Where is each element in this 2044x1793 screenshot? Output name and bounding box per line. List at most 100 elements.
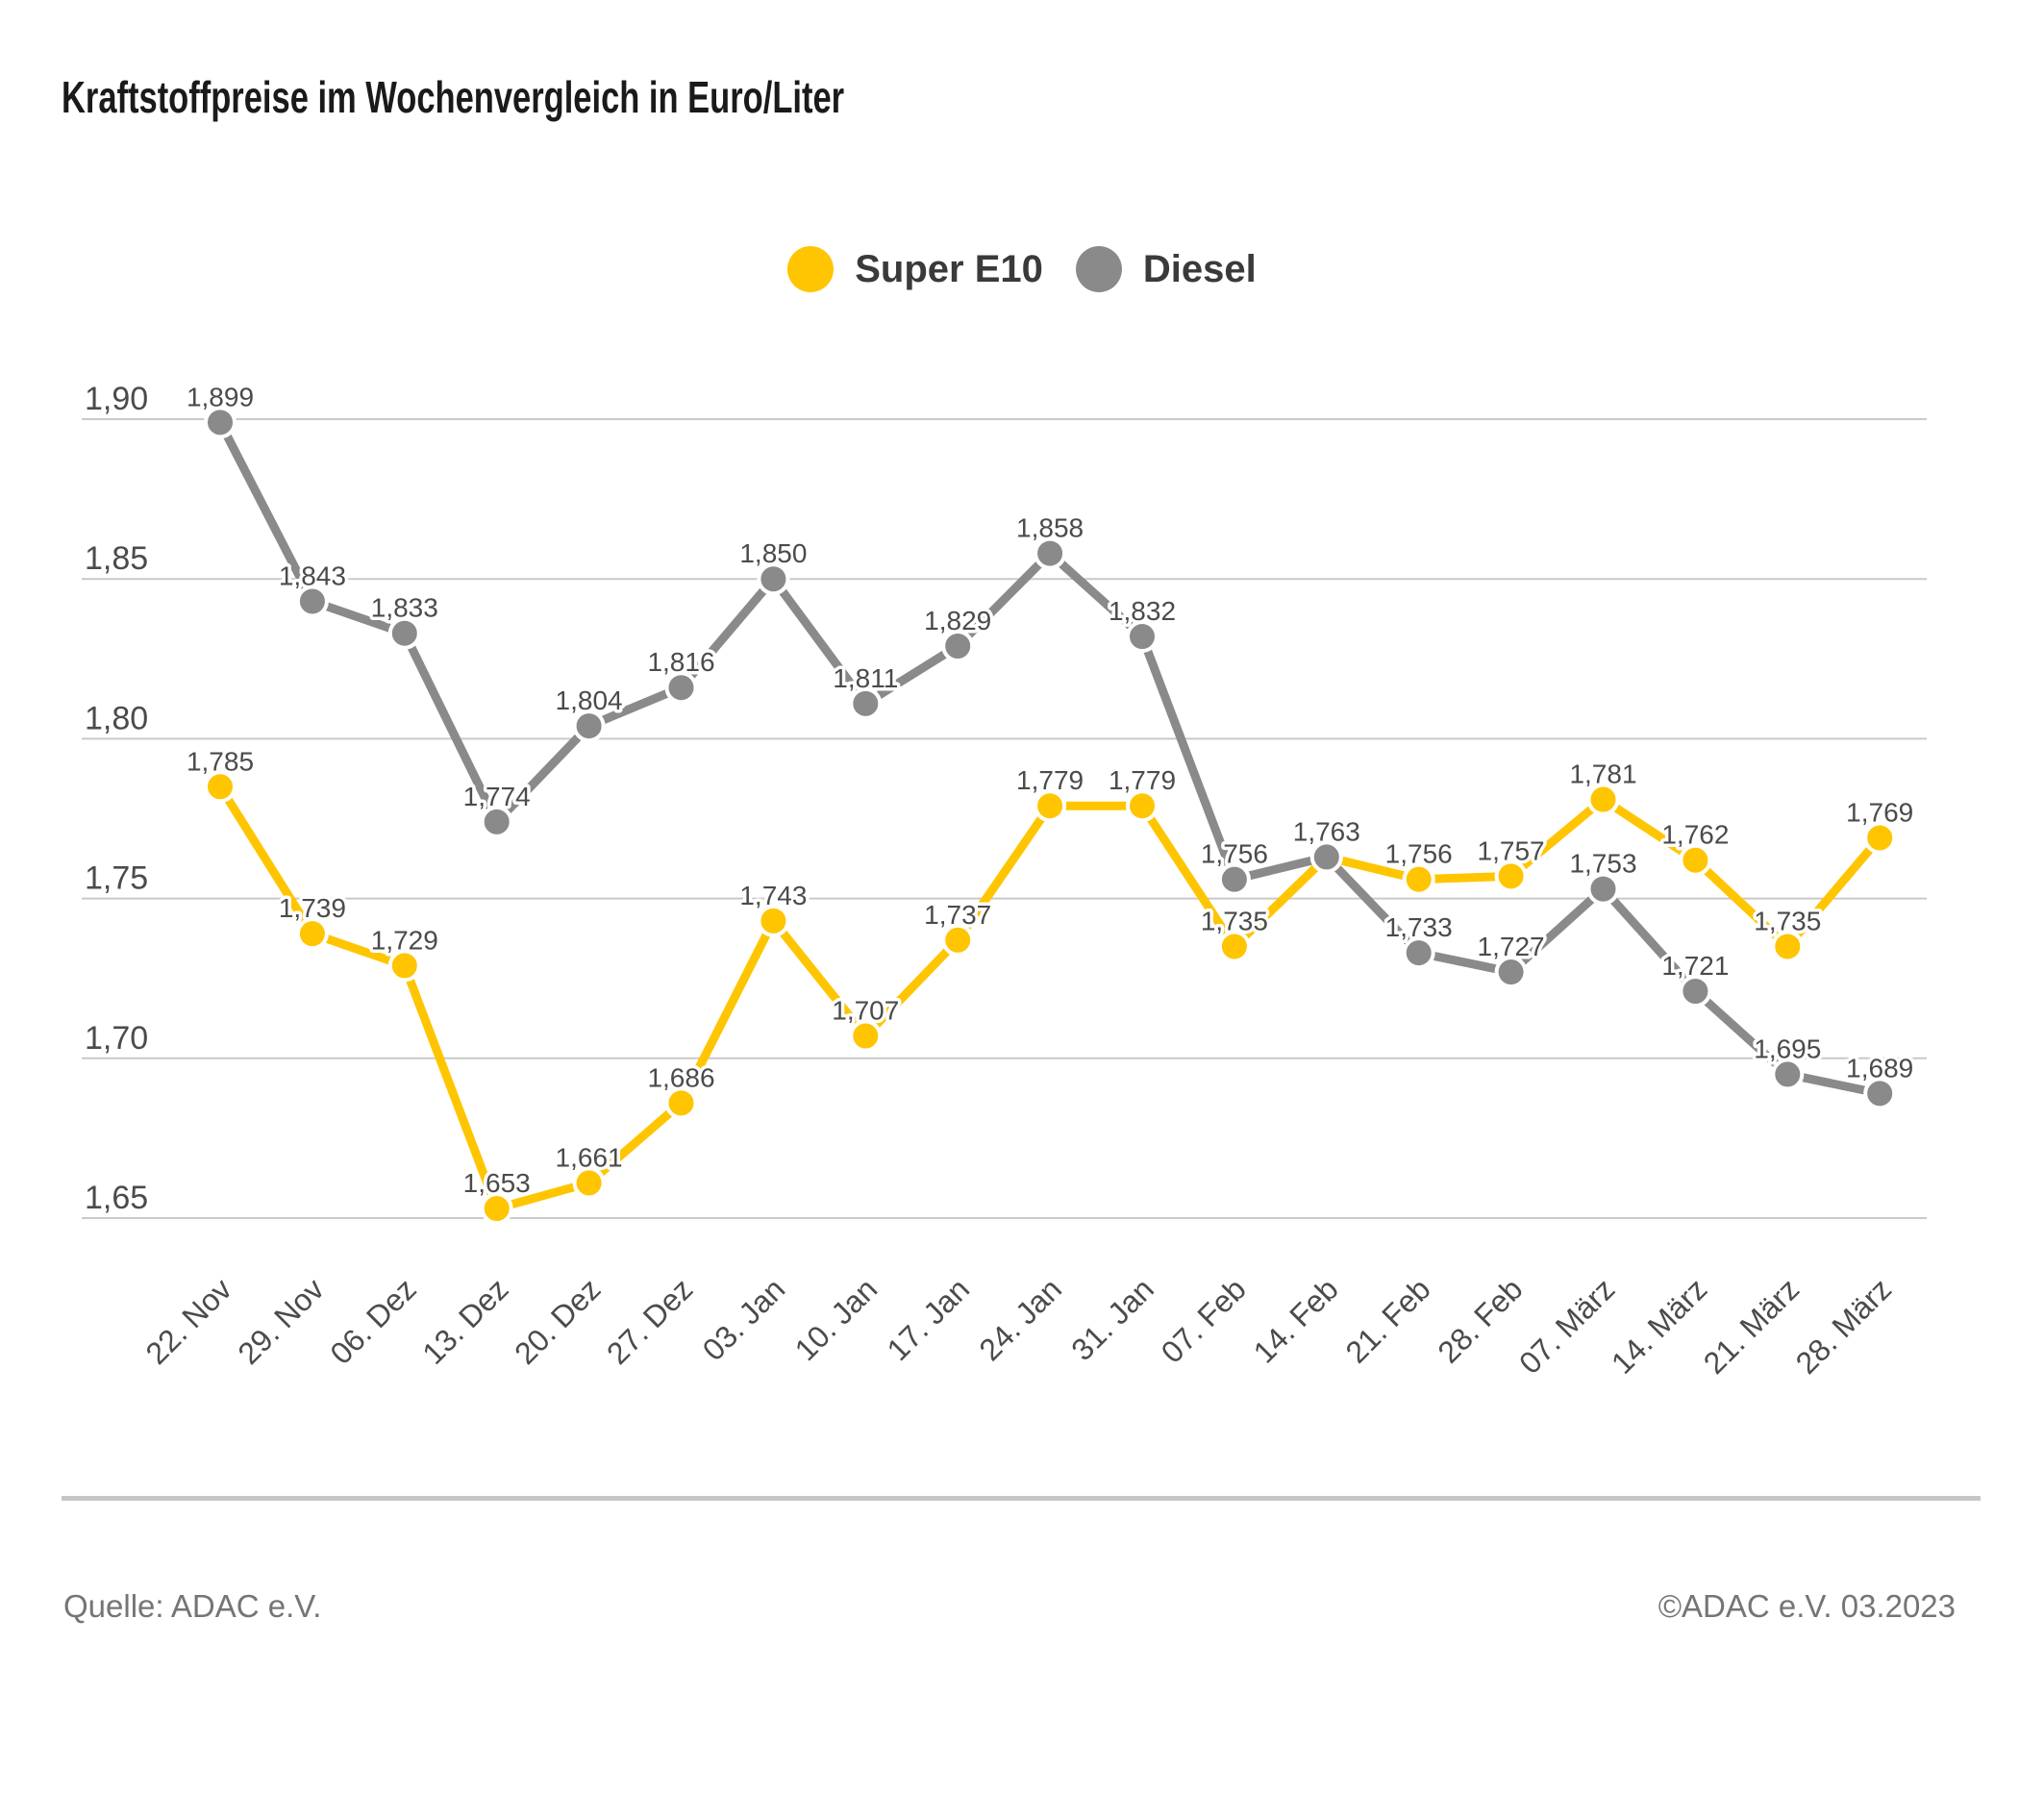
data-point-super-e10 xyxy=(387,949,421,983)
legend-label-super-e10: Super E10 xyxy=(855,247,1043,290)
data-point-diesel xyxy=(295,585,329,618)
data-label-diesel: 1,829 xyxy=(924,606,991,635)
x-tick-label: 21. März xyxy=(1697,1271,1806,1380)
x-tick-label: 22. Nov xyxy=(139,1271,238,1370)
data-point-super-e10 xyxy=(1863,821,1897,855)
legend-item-diesel: Diesel xyxy=(1075,246,1257,292)
data-label-super-e10: 1,737 xyxy=(924,900,991,930)
data-point-super-e10 xyxy=(1402,862,1435,896)
data-label-diesel: 1,689 xyxy=(1846,1053,1913,1083)
data-point-diesel xyxy=(1863,1077,1897,1110)
copyright-note: ©ADAC e.V. 03.2023 xyxy=(1658,1588,1956,1624)
data-label-super-e10: 1,757 xyxy=(1478,835,1545,865)
y-tick-label: 1,80 xyxy=(85,700,148,736)
data-label-diesel: 1,756 xyxy=(1201,839,1268,869)
data-point-diesel xyxy=(849,686,883,720)
x-tick-label: 10. Jan xyxy=(788,1271,885,1367)
data-point-super-e10 xyxy=(1126,789,1159,823)
data-label-diesel: 1,811 xyxy=(833,663,898,693)
data-point-super-e10 xyxy=(1494,859,1528,893)
data-point-super-e10 xyxy=(757,904,790,937)
legend: Super E10 Diesel xyxy=(0,242,2044,296)
data-point-super-e10 xyxy=(572,1166,606,1200)
x-tick-label: 28. März xyxy=(1789,1271,1898,1380)
data-point-super-e10 xyxy=(295,917,329,951)
page-title-text: Kraftstoffpreise im Wochenvergleich in E… xyxy=(62,72,845,122)
x-tick-label: 21. Feb xyxy=(1338,1271,1436,1369)
y-tick-label: 1,90 xyxy=(85,381,148,417)
data-label-diesel: 1,899 xyxy=(187,382,254,411)
data-point-diesel xyxy=(572,710,606,743)
data-point-super-e10 xyxy=(1679,843,1712,877)
x-tick-label: 29. Nov xyxy=(231,1271,330,1370)
data-label-diesel: 1,721 xyxy=(1661,951,1729,981)
footer-divider xyxy=(62,1496,1981,1501)
data-label-super-e10: 1,779 xyxy=(1016,765,1084,795)
data-label-super-e10: 1,739 xyxy=(279,893,346,923)
data-point-super-e10 xyxy=(204,770,237,804)
data-label-diesel: 1,833 xyxy=(371,593,438,623)
data-label-super-e10: 1,769 xyxy=(1846,797,1913,827)
data-label-diesel: 1,695 xyxy=(1754,1033,1821,1063)
data-label-super-e10: 1,686 xyxy=(647,1062,714,1092)
y-tick-label: 1,75 xyxy=(85,860,148,897)
data-point-super-e10 xyxy=(480,1192,513,1226)
x-tick-label: 14. März xyxy=(1605,1271,1713,1380)
x-tick-label: 20. Dez xyxy=(508,1271,607,1370)
page-title: Kraftstoffpreise im Wochenvergleich in E… xyxy=(62,71,1105,123)
data-label-super-e10: 1,735 xyxy=(1201,906,1268,935)
data-label-super-e10: 1,743 xyxy=(739,881,807,910)
x-tick-label: 24. Jan xyxy=(972,1271,1068,1367)
data-point-diesel xyxy=(1586,872,1620,906)
data-point-diesel xyxy=(1034,536,1067,570)
data-point-diesel xyxy=(1679,974,1712,1008)
data-label-super-e10: 1,735 xyxy=(1754,906,1821,935)
legend-label-diesel: Diesel xyxy=(1142,247,1257,290)
data-point-super-e10 xyxy=(941,923,975,957)
data-point-super-e10 xyxy=(849,1019,883,1053)
data-point-diesel xyxy=(941,630,975,663)
legend-swatch-super-e10-icon xyxy=(787,246,835,292)
data-label-super-e10: 1,781 xyxy=(1569,760,1636,789)
data-label-super-e10: 1,729 xyxy=(371,925,438,955)
data-label-diesel: 1,753 xyxy=(1569,849,1636,879)
data-label-diesel: 1,804 xyxy=(556,685,623,715)
data-point-diesel xyxy=(757,562,790,596)
data-label-diesel: 1,843 xyxy=(279,560,346,590)
x-tick-label: 07. März xyxy=(1512,1271,1621,1380)
data-point-diesel xyxy=(1402,936,1435,970)
data-point-diesel xyxy=(1494,956,1528,989)
source-note: Quelle: ADAC e.V. xyxy=(63,1588,322,1624)
x-tick-label: 27. Dez xyxy=(600,1271,699,1370)
data-label-diesel: 1,727 xyxy=(1478,932,1545,961)
data-label-super-e10: 1,762 xyxy=(1661,820,1729,850)
x-tick-label: 14. Feb xyxy=(1247,1271,1345,1369)
legend-swatch-diesel-icon xyxy=(1075,246,1122,292)
data-point-diesel xyxy=(1217,862,1251,896)
x-tick-label: 06. Dez xyxy=(323,1271,422,1370)
x-tick-label: 31. Jan xyxy=(1064,1271,1160,1367)
data-label-super-e10: 1,661 xyxy=(556,1142,623,1172)
y-tick-label: 1,85 xyxy=(85,540,148,577)
data-label-super-e10: 1,779 xyxy=(1109,765,1176,795)
data-label-super-e10: 1,653 xyxy=(463,1168,531,1198)
legend-item-super-e10: Super E10 xyxy=(787,246,1043,292)
data-point-diesel xyxy=(480,805,513,838)
data-point-super-e10 xyxy=(1771,930,1805,963)
y-tick-label: 1,70 xyxy=(85,1020,148,1057)
x-tick-label: 07. Feb xyxy=(1155,1271,1253,1369)
data-label-diesel: 1,850 xyxy=(739,538,807,568)
y-tick-label: 1,65 xyxy=(85,1180,148,1216)
data-point-super-e10 xyxy=(664,1086,698,1120)
data-label-super-e10: 1,756 xyxy=(1385,839,1453,869)
data-point-diesel xyxy=(1309,840,1343,874)
data-point-diesel xyxy=(204,406,237,439)
data-label-diesel: 1,816 xyxy=(647,647,714,677)
data-point-diesel xyxy=(1126,620,1159,654)
data-point-diesel xyxy=(1771,1058,1805,1091)
x-tick-label: 13. Dez xyxy=(415,1271,514,1370)
data-label-diesel: 1,774 xyxy=(463,782,531,811)
data-label-super-e10: 1,707 xyxy=(832,996,899,1026)
data-label-diesel: 1,763 xyxy=(1293,816,1360,846)
